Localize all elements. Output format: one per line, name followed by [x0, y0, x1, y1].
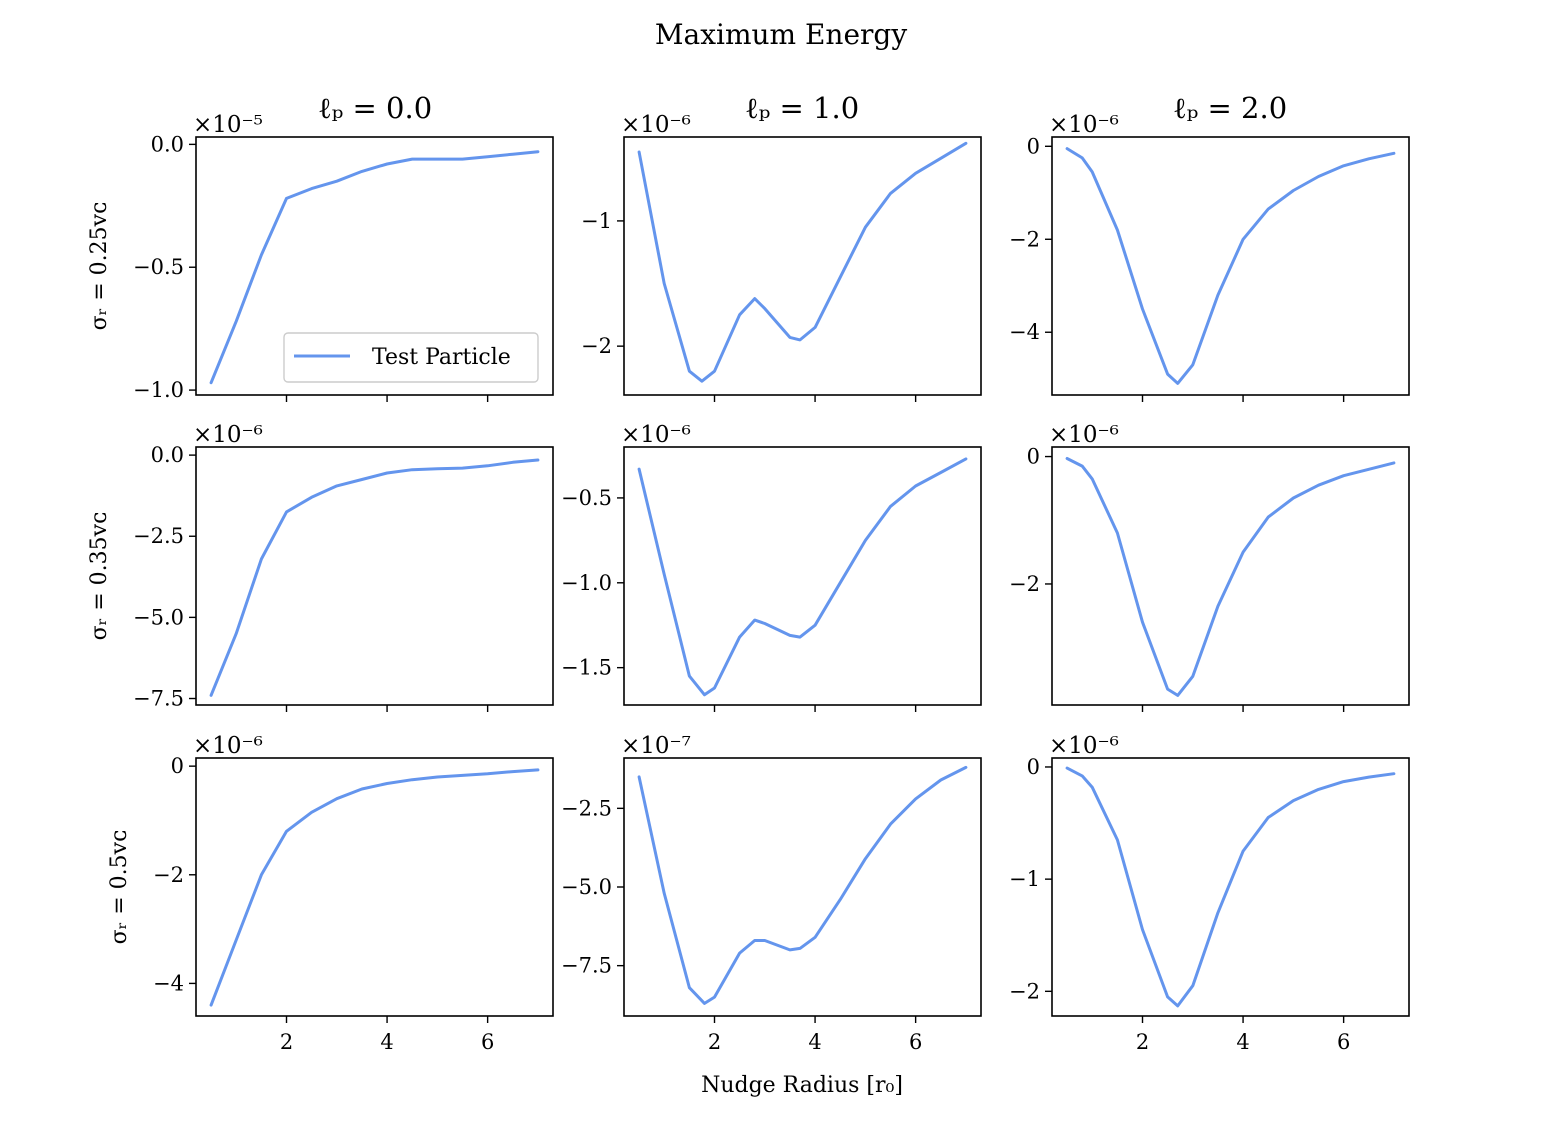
y-tick-label: 0: [1027, 755, 1040, 779]
y-offset-text: ×10⁻⁶: [193, 422, 263, 448]
panel-2-2: 0 −1 −2 2 4 6 ×10⁻⁶: [1009, 733, 1410, 1054]
legend-box: [283, 332, 539, 383]
x-tick-label: 6: [1337, 1030, 1350, 1054]
y-offset-text: ×10⁻⁶: [621, 112, 691, 138]
x-tick-label: 4: [1236, 1030, 1249, 1054]
y-tick-label: −4: [153, 971, 184, 995]
column-title-2: ℓₚ = 2.0: [1173, 91, 1287, 125]
panel-1-0: 0.0 −2.5 −5.0 −7.5 ×10⁻⁶: [133, 422, 554, 712]
y-tick-label: −5.0: [561, 875, 612, 899]
y-tick-label: −7.5: [133, 687, 184, 711]
series-line: [209, 150, 540, 385]
column-title-0: ℓₚ = 0.0: [318, 91, 432, 125]
y-tick-label: 0: [1027, 134, 1040, 158]
figure-title: Maximum Energy: [655, 18, 907, 51]
y-tick-label: −1.0: [561, 571, 612, 595]
series-line: [209, 768, 540, 1007]
axes-frame: [623, 136, 982, 396]
y-offset-text: ×10⁻⁶: [621, 422, 691, 448]
series-line: [637, 765, 968, 1005]
y-tick-label: −1: [581, 209, 612, 233]
x-tick-label: 6: [909, 1030, 922, 1054]
y-tick-label: −1: [1009, 867, 1040, 891]
series-line: [1065, 766, 1396, 1008]
x-tick-label: 2: [708, 1030, 721, 1054]
y-tick-label: −0.5: [133, 255, 184, 279]
y-offset-text: ×10⁻⁵: [193, 112, 263, 138]
y-tick-label: 0.0: [151, 443, 184, 467]
row-label-1: σᵣ = 0.35vᴄ: [87, 512, 112, 641]
panel-1-2: 0 −2 ×10⁻⁶: [1009, 422, 1410, 712]
y-tick-label: −1.5: [561, 656, 612, 680]
series-line: [637, 457, 968, 697]
y-tick-label: −5.0: [133, 605, 184, 629]
series-line: [1065, 147, 1396, 385]
panel-2-0: 0 −2 −4 2 4 6 ×10⁻⁶: [153, 733, 554, 1054]
x-tick-label: 2: [1136, 1030, 1149, 1054]
y-tick-label: −2: [153, 863, 184, 887]
x-tick-label: 6: [481, 1030, 494, 1054]
axes-frame: [623, 757, 982, 1017]
series-line: [637, 141, 968, 383]
panel-0-1: −1 −2 ×10⁻⁶: [581, 112, 982, 402]
axes-frame: [1051, 136, 1410, 396]
y-tick-label: −2: [581, 334, 612, 358]
y-tick-label: 0: [171, 754, 184, 778]
y-tick-label: −7.5: [561, 954, 612, 978]
x-tick-label: 2: [280, 1030, 293, 1054]
y-tick-label: −4: [1009, 320, 1040, 344]
column-title-1: ℓₚ = 1.0: [745, 91, 859, 125]
y-tick-label: −2.5: [561, 796, 612, 820]
axes-frame: [623, 446, 982, 706]
axes-frame: [195, 757, 554, 1017]
panel-2-1: −2.5 −5.0 −7.5 2 4 6 ×10⁻⁷: [561, 733, 982, 1054]
axes-frame: [1051, 446, 1410, 706]
y-offset-text: ×10⁻⁶: [1049, 733, 1119, 759]
series-line: [209, 458, 540, 697]
axes-frame: [1051, 757, 1410, 1017]
y-tick-label: −0.5: [561, 486, 612, 510]
series-line: [1065, 457, 1396, 697]
x-axis-label: Nudge Radius [r₀]: [701, 1073, 903, 1098]
legend-label: Test Particle: [372, 345, 511, 370]
axes-frame: [195, 446, 554, 706]
axes-frame: [195, 136, 554, 396]
panel-0-2: 0 −2 −4 ×10⁻⁶: [1009, 112, 1410, 402]
y-offset-text: ×10⁻⁷: [621, 733, 691, 759]
y-tick-label: 0.0: [151, 132, 184, 156]
row-label-0: σᵣ = 0.25vᴄ: [87, 202, 112, 331]
panel-1-1: −0.5 −1.0 −1.5 ×10⁻⁶: [561, 422, 982, 712]
panels-layer: 0.0 −0.5 −1.0 ×10⁻⁵ Test Particle −1 −2 ×10⁻⁶ 0 −…: [133, 112, 1410, 1054]
x-tick-label: 4: [380, 1030, 393, 1054]
y-tick-label: −1.0: [133, 378, 184, 402]
y-offset-text: ×10⁻⁶: [1049, 112, 1119, 138]
y-tick-label: 0: [1027, 445, 1040, 469]
y-tick-label: −2: [1009, 227, 1040, 251]
y-offset-text: ×10⁻⁶: [193, 733, 263, 759]
panel-0-0: 0.0 −0.5 −1.0 ×10⁻⁵ Test Particle: [133, 112, 554, 402]
row-label-2: σᵣ = 0.5vᴄ: [107, 830, 132, 945]
y-offset-text: ×10⁻⁶: [1049, 422, 1119, 448]
x-tick-label: 4: [808, 1030, 821, 1054]
y-tick-label: −2: [1009, 572, 1040, 596]
y-tick-label: −2: [1009, 979, 1040, 1003]
y-tick-label: −2.5: [133, 524, 184, 548]
